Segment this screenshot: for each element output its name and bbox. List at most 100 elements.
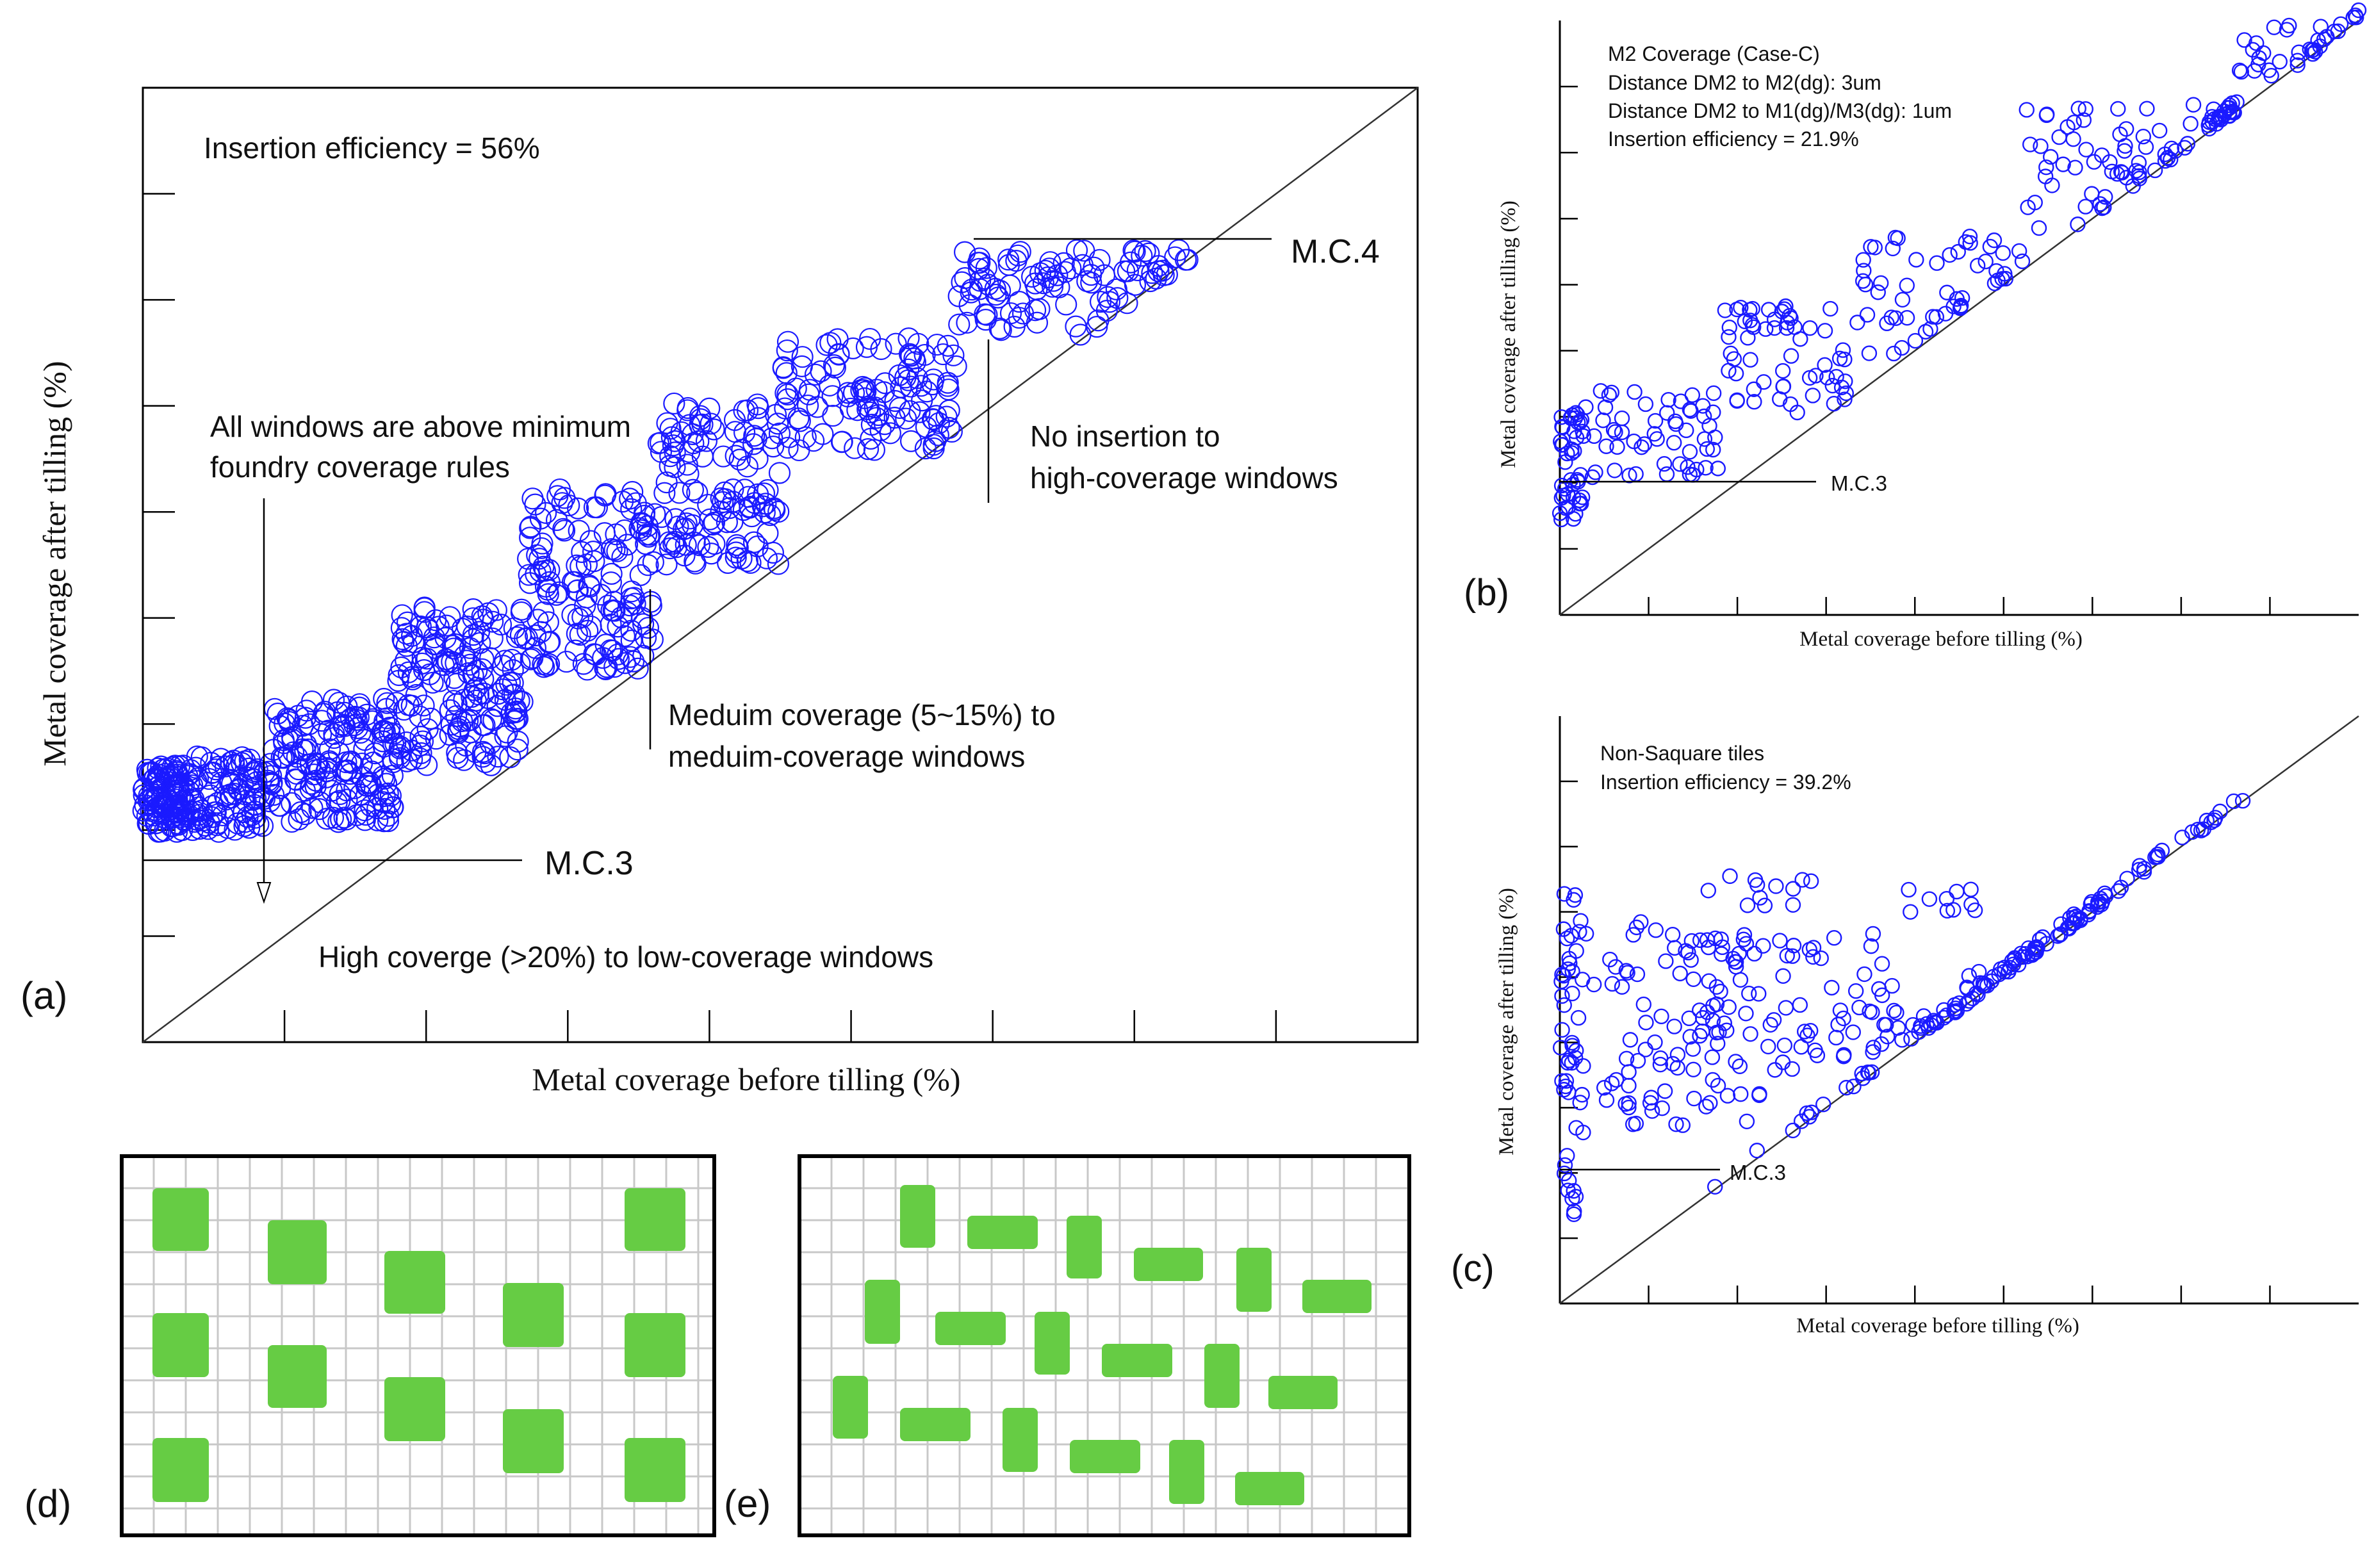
data-point: [375, 707, 398, 730]
data-point: [471, 746, 494, 768]
data-point: [667, 515, 689, 538]
data-point: [231, 773, 254, 796]
data-point: [1719, 1022, 1735, 1038]
data-point: [1787, 319, 1803, 335]
panel-c-legend-line2: Insertion efficiency = 39.2%: [1600, 771, 1851, 794]
data-point: [1637, 396, 1654, 412]
data-point: [411, 730, 434, 753]
panel-b-ylabel: Metal coverage after tilling (%): [1497, 200, 1520, 468]
data-point: [620, 619, 643, 642]
data-point: [1739, 897, 1756, 913]
panel-e-tile-group: [833, 1185, 1372, 1505]
data-point: [486, 695, 509, 717]
data-point: [479, 647, 502, 669]
panel-b-xlabel: Metal coverage before tilling (%): [1799, 628, 2083, 651]
data-point: [663, 392, 685, 415]
data-point: [2113, 164, 2129, 180]
data-point: [517, 548, 539, 570]
data-point: [297, 738, 319, 761]
data-point: [558, 494, 580, 517]
data-point: [2195, 821, 2212, 837]
panel-a-no-insertion-line1: No insertion to: [1030, 420, 1220, 453]
data-point: [1847, 983, 1864, 999]
data-point: [532, 656, 555, 678]
data-point: [437, 651, 459, 673]
data-point: [682, 423, 704, 445]
data-point: [1587, 464, 1603, 480]
data-point: [373, 767, 396, 790]
data-point: [1746, 381, 1762, 397]
data-point: [462, 664, 484, 687]
data-point: [1566, 1206, 1582, 1222]
fill-tile: [1268, 1376, 1338, 1409]
data-point: [1888, 310, 1904, 326]
data-point: [1978, 254, 1994, 270]
data-point: [873, 413, 896, 436]
data-point: [461, 694, 483, 716]
data-point: [611, 491, 634, 513]
data-point: [1839, 1079, 1855, 1096]
fill-tile: [1070, 1440, 1140, 1473]
data-point: [1986, 275, 2003, 291]
data-point: [1824, 377, 1840, 394]
data-point: [600, 639, 622, 662]
panel-e-label: (e): [724, 1482, 771, 1525]
data-point: [650, 432, 672, 454]
data-point: [401, 748, 423, 771]
data-point: [1648, 922, 1664, 938]
data-point: [1963, 881, 1979, 897]
data-point: [668, 482, 691, 504]
data-point: [659, 455, 681, 477]
data-point: [1746, 945, 1762, 962]
data-point: [1865, 1044, 1881, 1060]
data-point: [1647, 412, 1664, 429]
data-point: [2139, 101, 2155, 117]
data-point: [1567, 887, 1584, 903]
data-point: [349, 721, 372, 744]
data-point: [602, 599, 625, 621]
data-point: [1575, 1058, 1591, 1074]
data-point: [521, 487, 544, 510]
data-point: [1028, 298, 1051, 320]
data-point: [281, 726, 304, 748]
data-point: [772, 357, 794, 379]
data-point: [1727, 954, 1743, 970]
data-point: [2183, 115, 2199, 132]
data-point: [1954, 290, 1970, 306]
data-point: [1986, 968, 2002, 984]
data-point: [969, 270, 992, 292]
data-point: [422, 671, 444, 694]
data-point: [214, 755, 237, 778]
data-point: [2150, 846, 2166, 863]
data-point: [1089, 291, 1112, 313]
data-point: [1796, 1024, 1813, 1040]
data-point: [2031, 220, 2047, 236]
data-point: [976, 304, 998, 326]
data-point: [571, 541, 593, 563]
data-point: [1686, 1090, 1702, 1107]
fill-tile: [833, 1376, 868, 1439]
data-point: [209, 747, 232, 770]
data-point: [1566, 1204, 1582, 1220]
data-point: [372, 791, 394, 813]
data-point: [1699, 932, 1716, 948]
fill-tile: [1235, 1472, 1304, 1505]
data-point: [999, 302, 1022, 325]
data-point: [1775, 968, 1791, 984]
data-point: [1880, 1029, 1896, 1045]
data-point: [395, 623, 418, 645]
data-point: [569, 623, 591, 646]
data-point: [487, 683, 509, 705]
panel-c-points: [1552, 793, 2251, 1222]
data-point: [736, 399, 759, 421]
fill-tile: [1067, 1216, 1102, 1278]
data-point: [1826, 929, 1842, 946]
data-point: [1685, 1041, 1701, 1057]
panel-a-medium-line2: meduim-coverage windows: [668, 740, 1025, 773]
data-point: [1774, 304, 1790, 320]
data-point: [1556, 1165, 1573, 1182]
data-point: [607, 643, 629, 666]
data-point: [688, 534, 711, 557]
data-point: [343, 777, 366, 799]
data-point: [2266, 19, 2282, 35]
